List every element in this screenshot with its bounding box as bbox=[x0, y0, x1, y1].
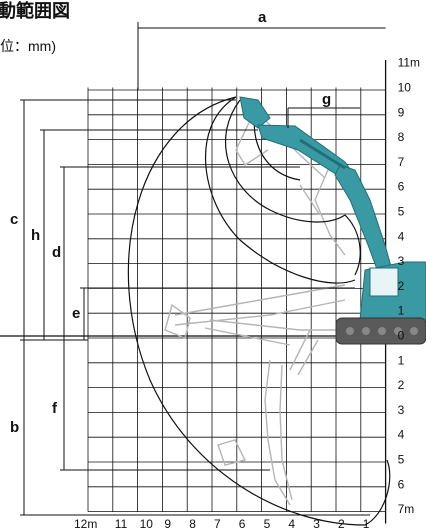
y-tick-label: 7m bbox=[398, 502, 415, 516]
x-tick-label: 11 bbox=[115, 517, 128, 531]
page-title: 動範囲図 bbox=[0, 1, 70, 21]
x-tick-label: 4 bbox=[288, 517, 295, 531]
range-envelope bbox=[127, 96, 391, 526]
y-tick-label: 7 bbox=[398, 155, 405, 169]
x-tick-label: 9 bbox=[164, 517, 171, 531]
x-tick-label: 5 bbox=[264, 517, 271, 531]
y-tick-label: 0 bbox=[398, 329, 405, 343]
x-tick-label: 2 bbox=[338, 517, 345, 531]
dimension-label-b: b bbox=[10, 419, 19, 436]
x-tick-label: 7 bbox=[214, 517, 221, 531]
ghost-arm-reach-lower bbox=[204, 319, 345, 346]
y-tick-label: 11m bbox=[398, 56, 420, 70]
max-reach-envelope bbox=[127, 96, 391, 526]
y-tick-label: 1 bbox=[398, 353, 405, 367]
y-tick-label: 2 bbox=[398, 279, 405, 293]
y-tick-label: 6 bbox=[398, 180, 405, 194]
x-tick-label: 3 bbox=[313, 517, 320, 531]
arm-cylinder bbox=[299, 138, 346, 170]
y-tick-label: 4 bbox=[398, 428, 405, 442]
dimension-label-h: h bbox=[31, 227, 40, 244]
ghost-arm-reach-upper bbox=[164, 284, 346, 339]
track-rollers bbox=[346, 327, 418, 335]
x-axis-labels: 12m 11 10 9 8 7 6 5 4 3 2 1 bbox=[74, 517, 370, 531]
inner-envelope-4 bbox=[344, 214, 361, 276]
x-tick-label: 10 bbox=[140, 517, 154, 531]
y-tick-label: 6 bbox=[398, 477, 405, 491]
y-tick-label: 5 bbox=[398, 453, 405, 467]
y-tick-label: 5 bbox=[398, 205, 405, 219]
inner-envelope-1 bbox=[205, 96, 356, 284]
y-tick-label: 4 bbox=[398, 229, 405, 243]
y-tick-label: 9 bbox=[398, 105, 405, 119]
y-tick-label: 3 bbox=[398, 403, 405, 417]
ghost-arm-mid-1 bbox=[299, 164, 346, 256]
x-tick-label: 8 bbox=[189, 517, 196, 531]
boom bbox=[334, 164, 393, 273]
y-tick-label: 3 bbox=[398, 254, 405, 268]
dimension-label-c: c bbox=[10, 211, 18, 228]
y-tick-label: 10 bbox=[398, 81, 412, 95]
inner-envelope-2 bbox=[225, 99, 346, 223]
dimension-label-d: d bbox=[52, 244, 61, 261]
ghost-bucket-low bbox=[217, 439, 247, 466]
y-tick-label: 2 bbox=[398, 378, 405, 392]
dimension-labels: a b c d e f g h bbox=[10, 9, 331, 436]
excavator-body bbox=[335, 261, 426, 345]
cab-window bbox=[369, 267, 399, 297]
dimension-lines bbox=[20, 22, 386, 516]
dimension-label-g: g bbox=[322, 91, 331, 108]
x-tick-label: 6 bbox=[239, 517, 246, 531]
excavator-boom bbox=[239, 96, 393, 273]
y-tick-label: 1 bbox=[398, 304, 405, 318]
ghost-arm-dig bbox=[264, 329, 319, 506]
x-tick-label: 12m bbox=[74, 517, 97, 531]
unit-label: 位：mm) bbox=[0, 38, 56, 54]
dimension-label-e: e bbox=[72, 305, 80, 322]
bucket-raised bbox=[239, 96, 271, 129]
dimension-label-f: f bbox=[52, 400, 58, 417]
dimension-label-a: a bbox=[258, 9, 267, 26]
y-tick-label: 8 bbox=[398, 130, 405, 144]
x-tick-label: 1 bbox=[363, 517, 370, 531]
